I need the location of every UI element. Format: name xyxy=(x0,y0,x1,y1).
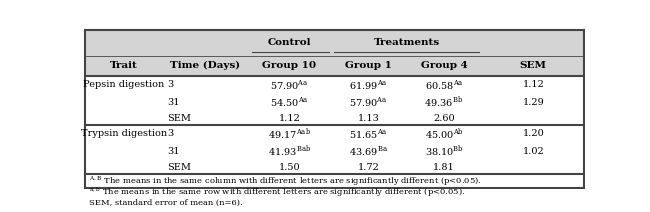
Text: 1.50: 1.50 xyxy=(279,163,300,172)
Text: 57.90$^{\mathregular{Aa}}$: 57.90$^{\mathregular{Aa}}$ xyxy=(349,96,388,109)
Text: 31: 31 xyxy=(167,98,179,107)
Text: 45.00$^{\mathregular{Ab}}$: 45.00$^{\mathregular{Ab}}$ xyxy=(424,126,463,142)
Text: 60.58$^{\mathregular{Aa}}$: 60.58$^{\mathregular{Aa}}$ xyxy=(424,78,463,92)
Text: 51.65$^{\mathregular{Aa}}$: 51.65$^{\mathregular{Aa}}$ xyxy=(349,127,388,141)
Text: 3: 3 xyxy=(167,130,173,138)
Text: $^{\mathregular{A,B}}$ The means in the same column with different letters are s: $^{\mathregular{A,B}}$ The means in the … xyxy=(89,174,482,188)
Text: 41.93$^{\mathregular{Bab}}$: 41.93$^{\mathregular{Bab}}$ xyxy=(268,144,311,159)
Text: Pepsin digestion: Pepsin digestion xyxy=(83,80,164,89)
Bar xyxy=(85,30,584,56)
Text: Control: Control xyxy=(268,39,311,47)
Text: Trypsin digestion: Trypsin digestion xyxy=(81,130,167,138)
Text: 1.72: 1.72 xyxy=(358,163,380,172)
Text: 1.02: 1.02 xyxy=(523,147,544,156)
Text: Group 1: Group 1 xyxy=(345,61,392,70)
Text: SEM: SEM xyxy=(167,114,191,123)
Text: 1.81: 1.81 xyxy=(433,163,455,172)
Text: SEM, standard error of mean (n=6).: SEM, standard error of mean (n=6). xyxy=(89,199,243,207)
Text: 31: 31 xyxy=(167,147,179,156)
Text: Time (Days): Time (Days) xyxy=(170,61,240,70)
Bar xyxy=(85,56,584,76)
Text: 1.29: 1.29 xyxy=(523,98,544,107)
Text: Treatments: Treatments xyxy=(374,39,440,47)
Text: 38.10$^{\mathregular{Bb}}$: 38.10$^{\mathregular{Bb}}$ xyxy=(424,144,463,159)
Text: 49.17$^{\mathregular{Aab}}$: 49.17$^{\mathregular{Aab}}$ xyxy=(268,126,311,142)
Text: 2.60: 2.60 xyxy=(433,114,455,123)
Text: 1.12: 1.12 xyxy=(523,80,544,89)
Text: Trait: Trait xyxy=(111,61,138,70)
Text: Group 10: Group 10 xyxy=(263,61,317,70)
Text: 1.13: 1.13 xyxy=(358,114,380,123)
Text: 54.50$^{\mathregular{Aa}}$: 54.50$^{\mathregular{Aa}}$ xyxy=(270,96,309,109)
Text: 1.20: 1.20 xyxy=(523,130,544,138)
Text: SEM: SEM xyxy=(520,61,547,70)
Text: SEM: SEM xyxy=(167,163,191,172)
Text: 3: 3 xyxy=(167,80,173,89)
Text: $^{\mathregular{a,b}}$ The means in the same row with different letters are sign: $^{\mathregular{a,b}}$ The means in the … xyxy=(89,185,465,199)
Text: 57.90$^{\mathregular{Aa}}$: 57.90$^{\mathregular{Aa}}$ xyxy=(270,78,309,92)
Text: 61.99$^{\mathregular{Aa}}$: 61.99$^{\mathregular{Aa}}$ xyxy=(349,78,388,92)
Text: 43.69$^{\mathregular{Ba}}$: 43.69$^{\mathregular{Ba}}$ xyxy=(349,145,388,158)
Text: Group 4: Group 4 xyxy=(421,61,467,70)
Text: 49.36$^{\mathregular{Bb}}$: 49.36$^{\mathregular{Bb}}$ xyxy=(424,95,463,110)
Text: 1.12: 1.12 xyxy=(279,114,300,123)
